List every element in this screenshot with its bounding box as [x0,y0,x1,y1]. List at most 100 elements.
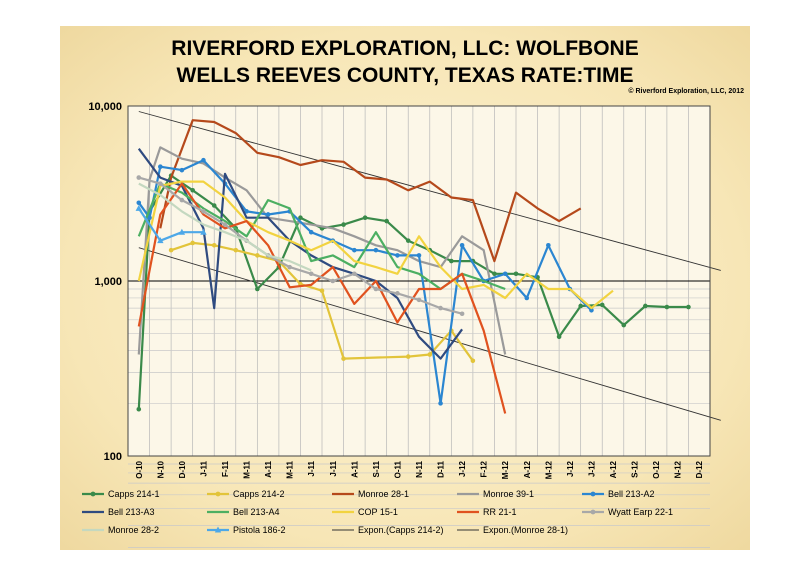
series-point [438,305,443,311]
x-tick-label: A-11 [264,460,273,477]
series-point [524,295,530,301]
x-tick-label: M-12 [501,460,510,479]
legend-item: Capps 214-1 [82,489,160,499]
y-axis-ticks: 10,000 1,000 100 [88,101,122,463]
x-tick-label: J-12 [587,460,596,477]
legend-item: Capps 214-2 [207,489,285,499]
series-point [168,247,174,253]
series-point [211,242,217,248]
legend-label: Monroe 28-2 [108,525,159,535]
series-point [459,242,465,248]
series-point [686,304,691,310]
x-tick-label: S-11 [372,460,381,477]
x-tick-label: O-10 [135,460,144,478]
series-point [201,157,206,163]
legend-label: Bell 213-A3 [108,507,155,517]
x-tick-label: M-11 [243,460,252,478]
series-point [222,222,228,227]
x-tick-label: J-11 [307,460,316,476]
legend-item: Monroe 28-2 [82,525,159,535]
series-point [470,358,476,364]
series-point [233,247,239,253]
series-point [147,215,152,220]
series-point [459,311,465,317]
x-tick-label: A-12 [609,460,618,478]
series-point [244,209,249,214]
series-point [157,237,164,244]
series-point [136,175,142,180]
legend-marker [214,526,222,533]
grid [127,105,711,548]
legend-label: Monroe 39-1 [483,489,534,499]
series-point [201,209,206,214]
series-line-10 [138,182,312,272]
series-point [362,215,368,220]
x-tick-label: J-11 [199,460,208,476]
legend-label: Pistola 186-2 [233,525,286,535]
legend: Capps 214-1 Capps 214-2 Monroe 28-1 Monroe … [82,489,673,535]
series-point [449,258,454,264]
series-point [319,288,325,294]
legend-item: Bell 213-A2 [582,489,655,499]
series-point [179,197,185,203]
legend-item: Monroe 39-1 [457,489,534,499]
series-point [384,218,389,224]
series-point [158,181,163,186]
series-point [643,303,648,309]
legend-label: COP 15-1 [358,507,398,517]
series-point [427,352,433,357]
series-line-9 [138,176,463,315]
copyright-text: © Riverford Exploration, LLC, 2012 [628,87,744,95]
legend-label: RR 21-1 [483,507,517,517]
series-point [492,271,497,277]
plot-border [127,105,711,457]
series-point [405,354,411,359]
series-point [352,271,357,277]
legend-marker [215,491,221,497]
series-point [664,304,670,310]
series-point [373,286,379,292]
series-point [341,222,346,227]
x-tick-label: J-12 [566,460,575,477]
y-tick-label: 1,000 [94,276,122,288]
x-tick-label: M-12 [544,460,553,479]
legend-label: Expon.(Monroe 28-1) [483,525,568,535]
series-lines [135,119,691,414]
plot-border-rect [127,105,711,457]
x-tick-label: J-12 [458,460,467,477]
x-tick-label: J-11 [329,460,338,476]
legend-label: Capps 214-1 [108,489,160,499]
chart-title-line2: WELLS REEVES COUNTY, TEXAS RATE:TIME [177,64,634,87]
series-point [395,291,400,296]
x-tick-label: O-12 [652,460,661,478]
series-point [416,253,422,258]
legend-label: Capps 214-2 [233,489,285,499]
series-point [438,401,443,406]
x-tick-label: S-12 [631,460,640,477]
series-point [308,229,314,235]
series-point [255,253,260,258]
series-point [255,286,260,292]
series-point [330,278,336,284]
series-point [135,204,142,211]
x-tick-label: F-11 [221,460,230,477]
series-point [502,271,508,277]
x-tick-label: N-12 [674,460,683,478]
series-point [556,334,562,340]
legend-item: Wyatt Earp 22-1 [582,507,673,517]
legend-label: Wyatt Earp 22-1 [608,507,673,517]
series-line-11 [137,207,204,242]
y-tick-label: 100 [104,451,122,463]
series-point [395,253,400,258]
legend-item: Monroe 28-1 [332,489,409,499]
x-tick-label: D-11 [437,460,446,477]
legend-label: Monroe 28-1 [358,489,409,499]
y-tick-label: 10,000 [88,101,122,113]
x-tick-label: D-10 [178,460,187,478]
series-point [287,264,292,270]
series-point [373,247,379,253]
x-axis-ticks: O-10 N-10 D-10 J-11 F-11 M-11 A-11 M-11 J-11 J-11… [135,460,704,479]
legend-marker [590,491,596,497]
legend-label: Bell 213-A4 [233,507,280,517]
series-point [352,247,357,253]
